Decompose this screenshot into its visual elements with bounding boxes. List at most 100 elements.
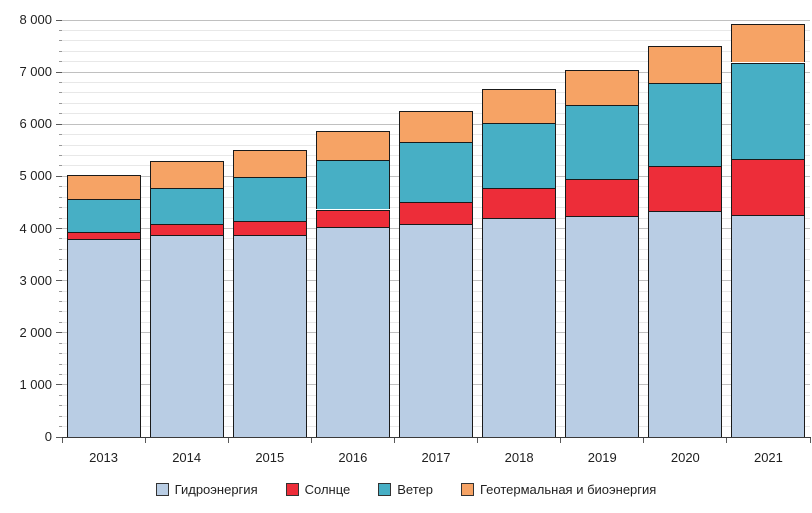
bar-segment-solar-2017 [399, 201, 473, 225]
y-axis-tick-label: 3 000 [19, 272, 52, 288]
y-axis-tick-label: 6 000 [19, 116, 52, 132]
y-axis-tick-minor [59, 165, 62, 167]
bar-segment-solar-2014 [149, 223, 224, 235]
y-axis-tick-major [56, 384, 62, 386]
y-axis-tick-minor [59, 61, 62, 63]
bar-segment-hydro-2019 [565, 216, 640, 437]
y-axis-tick-label: 1 000 [19, 376, 52, 392]
x-axis-category-label: 2016 [338, 450, 368, 465]
y-axis-tick-minor [59, 238, 62, 240]
y-axis-tick-minor [59, 394, 62, 396]
legend-label: Гидроэнергия [174, 482, 258, 497]
legend-item-wind: Ветер [378, 482, 433, 497]
x-axis-category-label: 2014 [172, 450, 202, 465]
gridline-major [62, 19, 810, 21]
y-axis-tick-minor [59, 82, 62, 84]
bar-segment-geo-bio-2013 [66, 174, 141, 200]
y-axis-tick-minor [59, 248, 62, 250]
y-axis-tick-minor [59, 311, 62, 313]
bar-segment-wind-2018 [482, 122, 557, 189]
y-axis-tick-minor [59, 207, 62, 209]
bar-segment-solar-2018 [482, 188, 557, 219]
gridline-minor [62, 102, 810, 104]
y-axis-tick-minor [59, 405, 62, 407]
y-axis-tick-minor [59, 92, 62, 94]
bar-segment-hydro-2021 [731, 214, 806, 437]
x-axis-category-label: 2018 [504, 450, 534, 465]
y-axis-tick-minor [59, 196, 62, 198]
y-axis-tick-label: 2 000 [19, 324, 52, 340]
y-axis-tick-minor [59, 144, 62, 146]
y-axis-tick-minor [59, 134, 62, 136]
bar-segment-solar-2013 [66, 231, 141, 240]
legend-label: Солнце [304, 482, 351, 497]
bar-segment-geo-bio-2020 [648, 45, 723, 83]
legend-swatch-solar [285, 483, 299, 496]
x-axis-category-label: 2019 [587, 450, 617, 465]
plot-area [62, 19, 810, 437]
y-axis-tick-label: 4 000 [19, 220, 52, 236]
bar-segment-geo-bio-2016 [315, 131, 390, 161]
legend-label: Ветер [397, 482, 433, 497]
y-axis-tick-major [56, 19, 62, 21]
y-axis-tick-minor [59, 353, 62, 355]
bar-segment-wind-2014 [149, 187, 224, 224]
y-axis-tick-minor [59, 373, 62, 375]
bar-segment-geo-bio-2015 [232, 150, 307, 177]
bar-segment-geo-bio-2018 [482, 89, 557, 123]
legend-item-hydro: Гидроэнергия [155, 482, 258, 497]
y-axis-tick-minor [59, 300, 62, 302]
x-axis-tick [477, 437, 479, 443]
bar-segment-hydro-2020 [648, 211, 723, 437]
gridline-minor [62, 50, 810, 52]
y-axis-tick-major [56, 436, 62, 438]
gridline-major [62, 71, 810, 73]
y-axis-tick-minor [59, 342, 62, 344]
legend-label: Геотермальная и биоэнергия [480, 482, 657, 497]
x-axis-category-label: 2017 [421, 450, 451, 465]
legend-swatch-geo-bio [461, 483, 474, 496]
y-axis-tick-minor [59, 155, 62, 157]
y-axis-tick-major [56, 123, 62, 125]
bar-segment-wind-2019 [565, 104, 640, 179]
bar-segment-geo-bio-2014 [149, 160, 224, 188]
bar-segment-wind-2017 [399, 141, 473, 202]
bar-segment-hydro-2018 [482, 218, 557, 437]
bar-segment-geo-bio-2019 [565, 70, 640, 105]
y-axis-tick-label: 8 000 [19, 12, 52, 27]
y-axis-tick-minor [59, 50, 62, 52]
bar-segment-solar-2019 [565, 179, 640, 216]
bar-segment-wind-2013 [66, 199, 141, 232]
y-axis-tick-minor [59, 321, 62, 323]
x-axis-tick [809, 437, 811, 443]
gridline-minor [62, 29, 810, 31]
y-axis-tick-minor [59, 363, 62, 365]
x-axis-category-label: 2015 [255, 450, 285, 465]
bar-segment-solar-2020 [648, 165, 723, 212]
y-axis-tick-minor [59, 102, 62, 104]
legend-item-geo-bio: Геотермальная и биоэнергия [461, 482, 656, 497]
bar-segment-solar-2015 [232, 220, 307, 235]
y-axis-tick-major [56, 175, 62, 177]
bar-segment-solar-2021 [731, 159, 806, 215]
y-axis-tick-minor [59, 186, 62, 188]
y-axis-tick-label: 7 000 [19, 64, 52, 80]
legend-item-solar: Солнце [285, 482, 351, 497]
legend: Гидроэнергия Солнце Ветер Геотермальная и б… [0, 482, 812, 497]
y-axis-tick-minor [59, 29, 62, 31]
y-axis-tick-minor [59, 113, 62, 115]
bar-segment-wind-2015 [232, 176, 307, 221]
x-axis-category-label: 2013 [89, 450, 119, 465]
x-axis-tick [643, 437, 645, 443]
x-axis-tick [726, 437, 728, 443]
y-axis-tick-major [56, 332, 62, 334]
bar-segment-geo-bio-2017 [399, 111, 473, 142]
bar-segment-wind-2021 [731, 62, 806, 160]
x-axis-tick [61, 437, 63, 443]
y-axis-tick-minor [59, 415, 62, 417]
bar-segment-hydro-2014 [149, 234, 224, 437]
x-axis-tick [227, 437, 229, 443]
bar-segment-wind-2020 [648, 82, 723, 166]
y-axis-tick-major [56, 280, 62, 282]
